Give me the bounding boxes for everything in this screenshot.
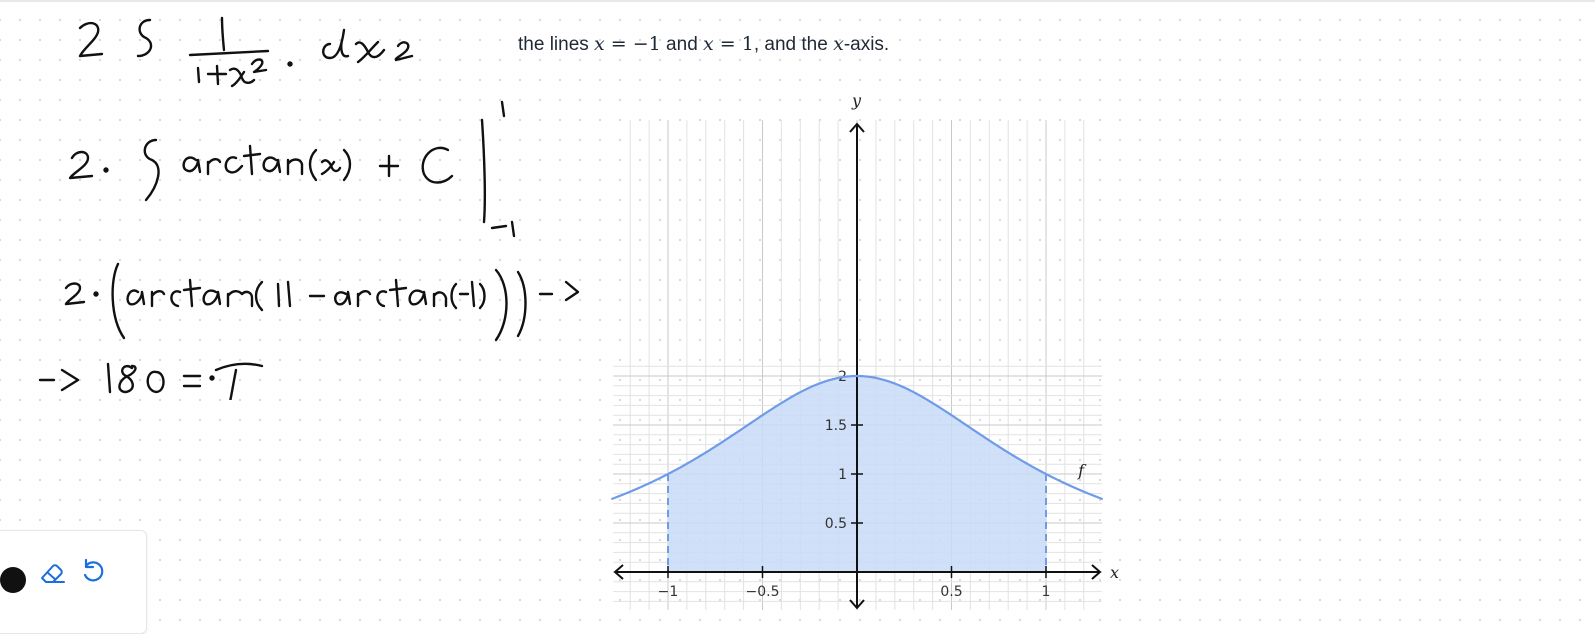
- y-axis: [849, 122, 865, 610]
- axis-variable: x: [833, 33, 844, 55]
- eraser-icon[interactable]: [38, 558, 68, 588]
- handwriting-line-4: [38, 362, 264, 400]
- x-axis-arrow-right: [1091, 564, 1102, 580]
- function-curve: [610, 374, 1104, 501]
- y-axis-arrow-bottom: [849, 599, 865, 610]
- handwriting-line-3: [64, 262, 580, 342]
- y-tick-label: 0.5: [825, 516, 847, 532]
- y-axis-label: y: [851, 91, 862, 110]
- problem-text-suffix-2: -axis.: [843, 34, 890, 55]
- x-tick-label: −0.5: [746, 584, 780, 600]
- y-axis-arrow-top: [849, 122, 865, 133]
- problem-text-prefix: the lines: [518, 34, 595, 55]
- handwriting-canvas[interactable]: [0, 0, 620, 400]
- y-tick-label: 1.5: [825, 418, 847, 434]
- eq1-variable: x: [594, 33, 605, 55]
- x-tick-label: −1: [658, 584, 679, 600]
- eq1-rhs: = −1: [604, 33, 661, 55]
- x-axis-label: x: [1110, 563, 1119, 582]
- x-axis-arrow-left: [613, 564, 624, 580]
- eq2-variable: x: [703, 33, 714, 55]
- problem-text-suffix-1: , and the: [753, 34, 834, 55]
- problem-statement: the lines x = −1 and x = 1, and the x-ax…: [518, 33, 889, 56]
- function-label: f: [1077, 461, 1087, 480]
- eq2-rhs: = 1: [713, 33, 754, 55]
- handwriting-line-1: [78, 16, 414, 88]
- top-divider: [0, 0, 1595, 2]
- x-tick-label: 1: [1042, 584, 1051, 600]
- problem-text-and: and: [660, 34, 704, 55]
- pen-color-icon[interactable]: [0, 567, 26, 593]
- undo-icon[interactable]: [78, 557, 108, 587]
- x-tick-label: 0.5: [940, 584, 962, 600]
- y-tick-label: 1: [838, 467, 847, 483]
- function-graph[interactable]: −1 −0.5 0.5 10.511.52 f x y: [600, 80, 1120, 630]
- handwriting-line-2: [68, 100, 516, 238]
